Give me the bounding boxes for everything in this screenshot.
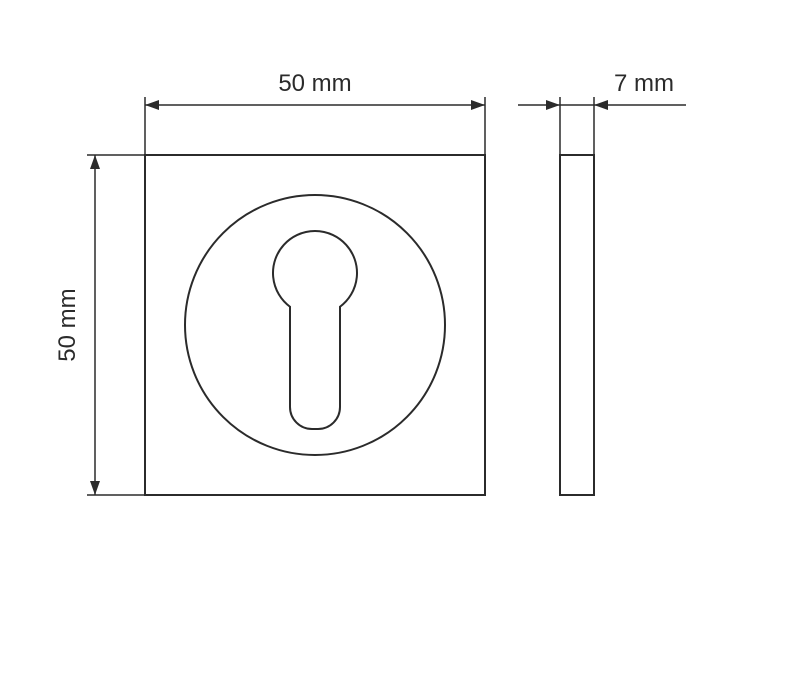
dim-arrowhead: [90, 155, 100, 169]
dim-arrowhead: [145, 100, 159, 110]
dim-arrowhead: [546, 100, 560, 110]
front-view-circle: [185, 195, 445, 455]
dim-arrowhead: [90, 481, 100, 495]
dim-label-thickness: 7 mm: [614, 70, 674, 97]
keyhole-outline: [273, 231, 357, 429]
dim-label-height: 50 mm: [54, 288, 81, 361]
dim-arrowhead: [594, 100, 608, 110]
dim-label-width: 50 mm: [278, 70, 351, 97]
front-view-plate: [145, 155, 485, 495]
dim-arrowhead: [471, 100, 485, 110]
side-view-plate: [560, 155, 594, 495]
